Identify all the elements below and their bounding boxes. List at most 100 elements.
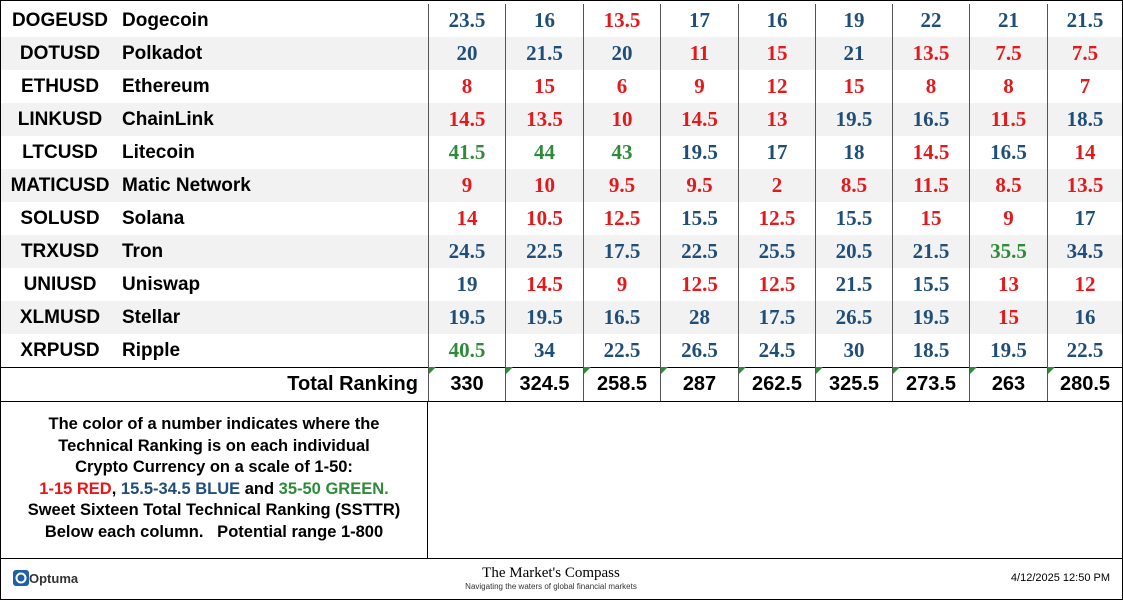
scale-label: 1-15 RED <box>39 479 112 498</box>
footer: Optuma The Market's Compass Navigating t… <box>1 558 1122 599</box>
rank-cell: 15 <box>815 70 892 103</box>
rank-cell: 14.5 <box>505 268 583 301</box>
name: Dogecoin <box>122 9 209 31</box>
row-bg <box>1 70 1122 103</box>
rank-cell: 43 <box>583 136 660 169</box>
rank-cell: 8 <box>892 70 969 103</box>
cell-marker <box>584 367 591 374</box>
rank-cell: 14 <box>1047 136 1122 169</box>
cell-marker <box>506 367 513 374</box>
rank-cell: 18.5 <box>1047 103 1122 136</box>
cell-marker <box>816 367 823 374</box>
rank-cell: 20 <box>428 37 505 70</box>
scale-separator: and <box>240 479 279 498</box>
rank-cell: 41.5 <box>428 136 505 169</box>
rank-cell: 19.5 <box>815 103 892 136</box>
note-line: Sweet Sixteen Total Technical Ranking (S… <box>27 501 401 519</box>
rank-cell: 15 <box>969 301 1047 334</box>
rank-cell: 7.5 <box>969 37 1047 70</box>
rank-cell: 18.5 <box>892 334 969 367</box>
symbol: LTCUSD <box>22 141 98 163</box>
rank-cell: 15.5 <box>892 268 969 301</box>
name: Tron <box>122 240 164 262</box>
rank-cell: 15.5 <box>660 202 738 235</box>
rank-cell: 22.5 <box>1047 334 1122 367</box>
scale-label: 15.5-34.5 BLUE <box>120 479 241 498</box>
rank-cell: 9.5 <box>660 169 738 202</box>
rank-cell: 19.5 <box>505 301 583 334</box>
row-bg <box>1 136 1122 169</box>
cell-marker <box>1048 367 1055 374</box>
rank-cell: 11.5 <box>892 169 969 202</box>
symbol: XLMUSD <box>19 306 101 328</box>
row-bg <box>1 4 1122 37</box>
rank-cell: 17 <box>1047 202 1122 235</box>
note-line: Technical Ranking is on each individual <box>58 436 370 455</box>
rank-cell: 40.5 <box>428 334 505 367</box>
total-cell: 325.5 <box>815 367 892 401</box>
total-cell: 262.5 <box>738 367 815 401</box>
rank-cell: 19.5 <box>892 301 969 334</box>
rank-cell: 15 <box>505 70 583 103</box>
cell-marker <box>970 367 977 374</box>
rank-cell: 30 <box>815 334 892 367</box>
name: Ethereum <box>122 75 210 97</box>
rank-cell: 10.5 <box>505 202 583 235</box>
name: Uniswap <box>122 273 201 295</box>
note-line: The color of a number indicates where th… <box>48 415 380 433</box>
rank-cell: 8.5 <box>969 169 1047 202</box>
rank-cell: 35.5 <box>969 235 1047 268</box>
rank-cell: 12.5 <box>660 268 738 301</box>
cell-marker <box>893 367 900 374</box>
rank-cell: 9.5 <box>583 169 660 202</box>
table-divider <box>1 367 1122 368</box>
rank-cell: 12 <box>1047 268 1122 301</box>
timestamp: 4/12/2025 12:50 PM <box>1010 572 1110 584</box>
total-cell: 273.5 <box>892 367 969 401</box>
rank-cell: 8.5 <box>815 169 892 202</box>
brand: Optuma <box>13 570 78 586</box>
rank-cell: 20 <box>583 37 660 70</box>
note-line: Below each column. Potential range 1-800 <box>44 522 384 541</box>
row-bg <box>1 301 1122 334</box>
rank-cell: 7.5 <box>1047 37 1122 70</box>
total-cell: 324.5 <box>505 367 583 401</box>
symbol: XRPUSD <box>20 339 100 361</box>
name: Polkadot <box>122 42 203 64</box>
rank-cell: 16.5 <box>892 103 969 136</box>
row-bg <box>1 37 1122 70</box>
rank-cell: 17.5 <box>583 235 660 268</box>
rank-cell: 15 <box>738 37 815 70</box>
rank-cell: 16 <box>738 4 815 37</box>
cell-marker <box>739 367 746 374</box>
rank-cell: 21 <box>815 37 892 70</box>
rank-cell: 9 <box>660 70 738 103</box>
rank-cell: 21.5 <box>1047 4 1122 37</box>
rank-cell: 9 <box>583 268 660 301</box>
footer-center: The Market's Compass Navigating the wate… <box>431 565 671 591</box>
name: Matic Network <box>122 174 251 196</box>
note: The color of a number indicates where th… <box>1 401 428 558</box>
rank-cell: 21 <box>969 4 1047 37</box>
rank-cell: 18 <box>815 136 892 169</box>
symbol: DOTUSD <box>19 42 101 64</box>
rank-cell: 12 <box>738 70 815 103</box>
scale-separator: , <box>111 479 121 498</box>
rank-cell: 8 <box>428 70 505 103</box>
name: Litecoin <box>122 141 195 163</box>
total-label: Total Ranking <box>287 372 418 395</box>
row-bg <box>1 202 1122 235</box>
symbol: DOGEUSD <box>11 9 109 31</box>
rank-cell: 24.5 <box>428 235 505 268</box>
rank-cell: 15 <box>892 202 969 235</box>
rank-cell: 7 <box>1047 70 1122 103</box>
rank-cell: 14 <box>428 202 505 235</box>
rank-cell: 6 <box>583 70 660 103</box>
rank-cell: 26.5 <box>660 334 738 367</box>
rank-cell: 13.5 <box>583 4 660 37</box>
rank-cell: 19.5 <box>660 136 738 169</box>
rank-cell: 19.5 <box>428 301 505 334</box>
total-cell: 330 <box>428 367 505 401</box>
total-cell: 263 <box>969 367 1047 401</box>
